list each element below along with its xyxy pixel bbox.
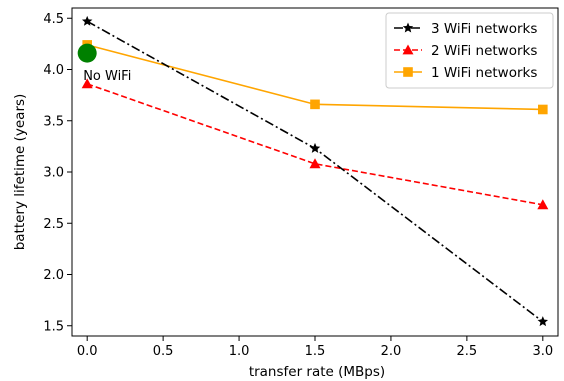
x-axis-label: transfer rate (MBps) — [249, 364, 385, 380]
legend-label: 1 WiFi networks — [431, 65, 537, 81]
series-point — [81, 78, 93, 89]
annotation-layer: No WiFi — [77, 43, 131, 84]
y-tick-label: 3.5 — [43, 114, 64, 129]
legend-marker — [402, 44, 414, 55]
y-tick-label: 1.5 — [43, 319, 64, 334]
series-point — [537, 316, 549, 327]
x-tick-label: 2.5 — [457, 344, 478, 359]
annotation-label: No WiFi — [83, 69, 131, 84]
x-tick-label: 2.0 — [381, 344, 402, 359]
legend-label: 3 WiFi networks — [431, 21, 537, 37]
x-tick-label: 0.5 — [153, 344, 174, 359]
y-tick-label: 4.5 — [43, 12, 64, 27]
series-point — [538, 104, 548, 115]
y-tick-label: 4.0 — [43, 63, 64, 78]
legend-label: 2 WiFi networks — [431, 43, 537, 59]
legend-marker — [402, 22, 414, 33]
series-0 — [81, 15, 549, 327]
series-1 — [81, 78, 549, 210]
legend-box — [385, 12, 554, 89]
legend-marker — [403, 67, 413, 77]
y-tick-label: 2.5 — [43, 217, 64, 232]
series-point — [309, 158, 321, 169]
legend: 3 WiFi networks 2 WiFi networks 1 WiFi net… — [385, 12, 554, 89]
series-point — [309, 142, 321, 153]
series-point — [310, 99, 320, 110]
x-tick-label: 3.0 — [532, 344, 553, 359]
x-tick-label: 0.0 — [77, 344, 98, 359]
series-point — [537, 199, 549, 210]
series-layer — [81, 15, 549, 327]
y-tick-label: 2.0 — [43, 268, 64, 283]
y-tick-label: 3.0 — [43, 166, 64, 181]
x-tick-label: 1.5 — [305, 344, 326, 359]
x-tick-label: 1.0 — [229, 344, 250, 359]
annotation-marker — [77, 43, 97, 63]
y-axis: 1.5 2.0 2.5 3.0 3.5 4.0 4.5 — [43, 12, 72, 334]
y-axis-label: battery lifetime (years) — [12, 94, 28, 251]
series-point — [81, 15, 93, 26]
x-axis: 0.0 0.5 1.0 1.5 2.0 2.5 3.0 — [77, 336, 553, 359]
